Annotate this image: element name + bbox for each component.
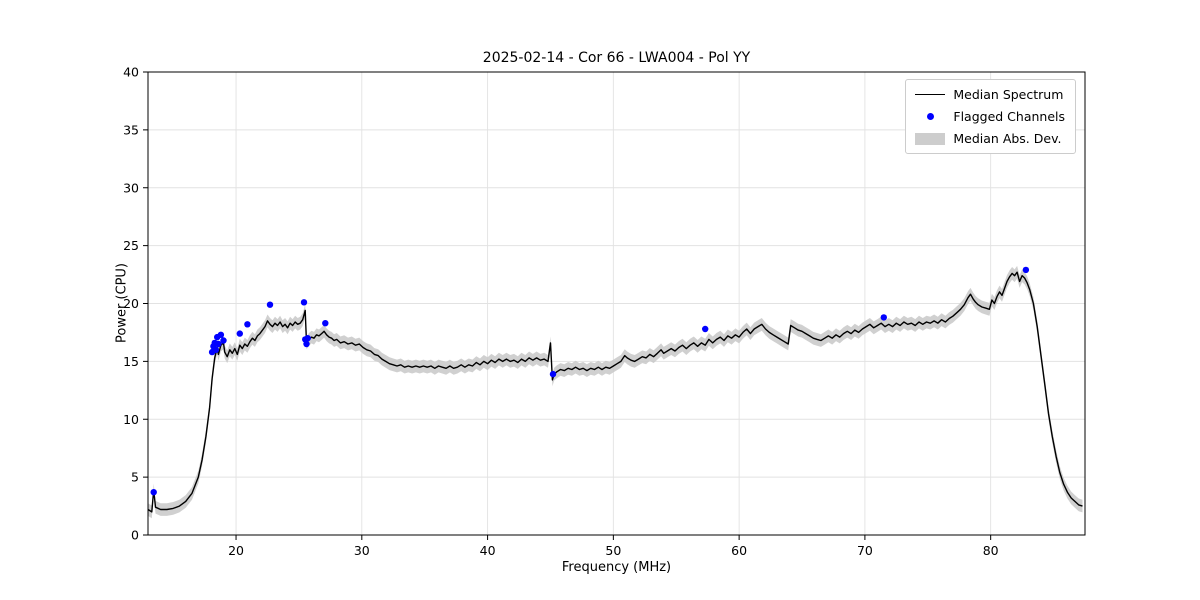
x-axis-label: Frequency (MHz) xyxy=(561,560,672,575)
legend: Median Spectrum Flagged Channels Median … xyxy=(905,79,1076,154)
mad-band xyxy=(148,265,1083,519)
median-spectrum-line-icon xyxy=(915,94,946,95)
legend-item-median-abs-dev: Median Abs. Dev. xyxy=(915,131,1065,146)
legend-item-flagged-channels: Flagged Channels xyxy=(915,109,1065,124)
median-abs-dev-band-icon xyxy=(915,132,946,145)
legend-item-median-spectrum: Median Spectrum xyxy=(915,87,1065,102)
tick-labels: 20 30 40 50 60 70 80 0 5 10 15 20 25 30 35 40 xyxy=(123,65,999,559)
svg-text:40: 40 xyxy=(480,543,496,558)
svg-text:10: 10 xyxy=(123,412,139,427)
svg-text:0: 0 xyxy=(131,528,139,543)
svg-text:35: 35 xyxy=(123,122,139,137)
median-spectrum-line xyxy=(147,271,1083,513)
svg-text:30: 30 xyxy=(123,180,139,195)
svg-text:5: 5 xyxy=(131,470,139,485)
svg-text:15: 15 xyxy=(123,354,139,369)
svg-text:25: 25 xyxy=(123,238,139,253)
legend-label-median-spectrum: Median Spectrum xyxy=(953,87,1064,102)
svg-text:20: 20 xyxy=(123,296,139,311)
flagged-channels-dot-icon xyxy=(915,113,945,120)
flagged-channel-points xyxy=(150,266,1030,496)
chart-title: 2025-02-14 - Cor 66 - LWA004 - Pol YY xyxy=(482,50,751,66)
svg-text:30: 30 xyxy=(354,543,370,558)
legend-label-flagged-channels: Flagged Channels xyxy=(953,109,1065,124)
svg-text:70: 70 xyxy=(857,543,873,558)
svg-text:20: 20 xyxy=(228,543,244,558)
legend-label-median-abs-dev: Median Abs. Dev. xyxy=(953,131,1062,146)
svg-text:80: 80 xyxy=(983,543,999,558)
svg-text:50: 50 xyxy=(605,543,621,558)
svg-text:60: 60 xyxy=(731,543,747,558)
svg-text:40: 40 xyxy=(123,65,139,80)
